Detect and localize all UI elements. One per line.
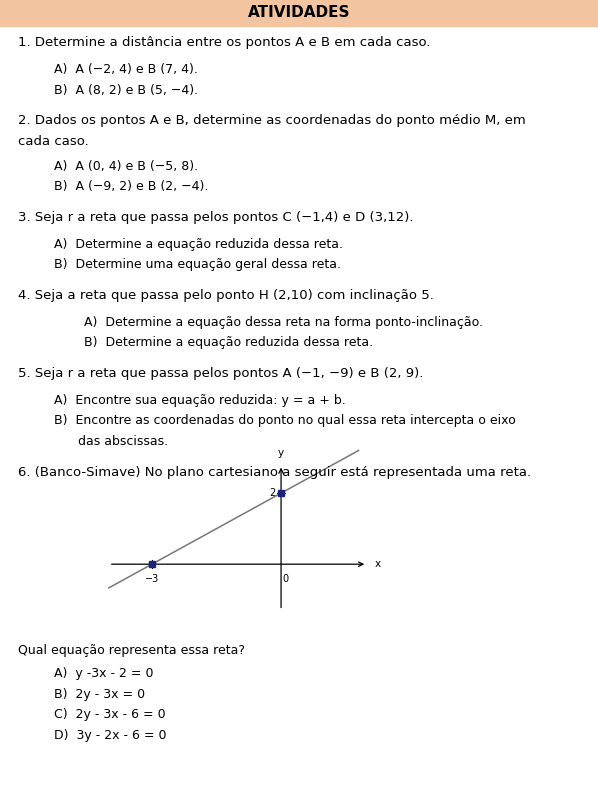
Text: A)  A (−2, 4) e B (7, 4).: A) A (−2, 4) e B (7, 4). (54, 63, 198, 76)
Text: 5. Seja r a reta que passa pelos pontos A (−1, −9) e B (2, 9).: 5. Seja r a reta que passa pelos pontos … (18, 367, 423, 380)
Text: y: y (278, 448, 284, 458)
Text: 0: 0 (283, 574, 289, 584)
Text: A)  Determine a equação reduzida dessa reta.: A) Determine a equação reduzida dessa re… (54, 238, 343, 251)
Text: x: x (374, 559, 380, 569)
Text: das abscissas.: das abscissas. (78, 435, 168, 448)
Text: 2: 2 (269, 488, 275, 498)
Text: 3. Seja r a reta que passa pelos pontos C (−1,4) e D (3,12).: 3. Seja r a reta que passa pelos pontos … (18, 211, 413, 223)
Text: D)  3y - 2x - 6 = 0: D) 3y - 2x - 6 = 0 (54, 729, 166, 742)
Text: 2. Dados os pontos A e B, determine as coordenadas do ponto médio M, em: 2. Dados os pontos A e B, determine as c… (18, 114, 526, 127)
Text: A)  Determine a equação dessa reta na forma ponto-inclinação.: A) Determine a equação dessa reta na for… (84, 316, 483, 329)
Text: A)  y -3x - 2 = 0: A) y -3x - 2 = 0 (54, 667, 153, 680)
Text: C)  2y - 3x - 6 = 0: C) 2y - 3x - 6 = 0 (54, 709, 166, 721)
Text: −3: −3 (145, 574, 159, 584)
Text: B)  Encontre as coordenadas do ponto no qual essa reta intercepta o eixo: B) Encontre as coordenadas do ponto no q… (54, 414, 515, 428)
Text: cada caso.: cada caso. (18, 135, 89, 148)
Text: B)  Determine a equação reduzida dessa reta.: B) Determine a equação reduzida dessa re… (84, 337, 373, 350)
Text: B)  A (8, 2) e B (5, −4).: B) A (8, 2) e B (5, −4). (54, 84, 198, 97)
Text: A)  A (0, 4) e B (−5, 8).: A) A (0, 4) e B (−5, 8). (54, 160, 198, 172)
Text: B)  A (−9, 2) e B (2, −4).: B) A (−9, 2) e B (2, −4). (54, 180, 208, 193)
Text: 4. Seja a reta que passa pelo ponto H (2,10) com inclinação 5.: 4. Seja a reta que passa pelo ponto H (2… (18, 289, 434, 302)
Text: A)  Encontre sua equação reduzida: y = a + b.: A) Encontre sua equação reduzida: y = a … (54, 393, 346, 407)
Text: ATIVIDADES: ATIVIDADES (248, 6, 350, 20)
Text: 6. (Banco-Simave) No plano cartesiano a seguir está representada uma reta.: 6. (Banco-Simave) No plano cartesiano a … (18, 465, 531, 479)
Text: Qual equação representa essa reta?: Qual equação representa essa reta? (18, 644, 245, 657)
Text: B)  2y - 3x = 0: B) 2y - 3x = 0 (54, 688, 145, 701)
Text: 1. Determine a distância entre os pontos A e B em cada caso.: 1. Determine a distância entre os pontos… (18, 36, 431, 49)
Text: B)  Determine uma equação geral dessa reta.: B) Determine uma equação geral dessa ret… (54, 259, 341, 271)
